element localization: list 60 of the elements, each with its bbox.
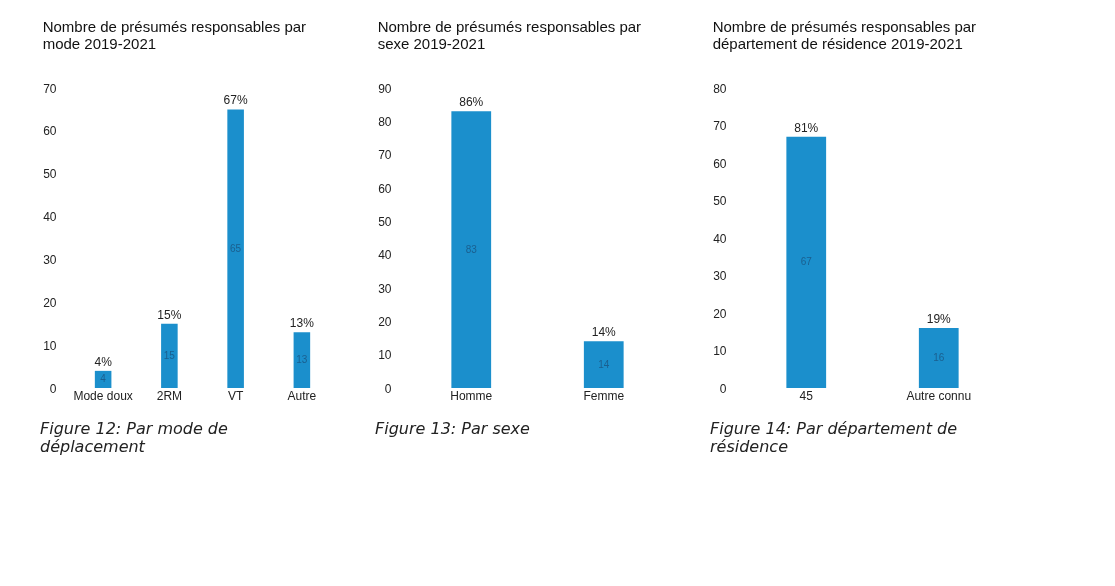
chart-title: Nombre de présumés responsables par mode 2019-2021 — [42, 18, 307, 52]
y-tick-label: 10 — [378, 348, 392, 363]
y-tick-label: 10 — [713, 344, 727, 358]
annotation: 81% — [794, 120, 819, 135]
x-tick-label: 45 — [799, 388, 814, 403]
x-tick-label: Mode doux — [73, 388, 133, 403]
annotation: 67% — [223, 93, 248, 108]
y-tick-label: 30 — [43, 252, 57, 267]
annotation: 86% — [459, 95, 484, 110]
bar — [161, 323, 178, 388]
caption: Figure 13: Par sexe — [375, 419, 531, 438]
x-tick-label: Autre — [287, 388, 317, 403]
x-tick-label: Femme — [583, 388, 625, 403]
x-tick-label: VT — [227, 388, 244, 403]
x-tick-label: Homme — [450, 388, 493, 403]
bar — [293, 332, 311, 388]
y-tick-label: 80 — [713, 81, 727, 96]
y-tick-label: 60 — [43, 124, 57, 139]
annotation: 13% — [289, 316, 315, 331]
caption: Figure 12: Par mode de déplacement — [40, 419, 229, 456]
bar — [227, 109, 244, 388]
data-label: 16 — [933, 352, 945, 363]
y-tick-label: 50 — [713, 194, 727, 208]
y-tick-label: 80 — [378, 114, 392, 129]
y-tick-label: 40 — [713, 231, 727, 246]
data-label: 83 — [465, 243, 478, 255]
chart-title: Nombre de présumés responsables par sexe 2019-2021 — [377, 18, 642, 52]
chart-title: Nombre de présumés responsables par département de résidence 2019-2021 — [712, 18, 977, 52]
y-tick-label: 0 — [49, 381, 57, 396]
data-label: 14 — [598, 358, 610, 370]
y-tick-label: 30 — [713, 269, 727, 283]
data-label: 15 — [163, 349, 176, 361]
y-tick-label: 50 — [43, 167, 57, 182]
y-tick-label: 60 — [713, 156, 727, 171]
y-tick-label: 10 — [43, 338, 57, 353]
y-tick-label: 40 — [43, 210, 57, 225]
y-tick-label: 0 — [719, 381, 727, 396]
y-tick-label: 70 — [43, 81, 57, 96]
annotation: 14% — [591, 325, 617, 340]
y-tick-label: 90 — [378, 81, 392, 96]
y-tick-label: 20 — [713, 306, 727, 321]
y-tick-label: 0 — [384, 381, 392, 396]
y-tick-label: 20 — [378, 314, 392, 329]
y-tick-label: 30 — [378, 281, 392, 296]
x-tick-label: Autre connu — [906, 388, 972, 403]
data-label: 65 — [230, 242, 242, 254]
x-tick-label: 2RM — [156, 388, 183, 403]
annotation: 4% — [94, 354, 113, 369]
y-tick-label: 70 — [713, 119, 727, 133]
data-label: 67 — [800, 256, 813, 268]
y-tick-label: 40 — [378, 248, 392, 263]
annotation: 19% — [926, 312, 952, 326]
caption: Figure 14: Par département de résidence — [710, 419, 958, 456]
annotation: 15% — [157, 307, 182, 322]
y-tick-label: 50 — [378, 214, 392, 229]
y-tick-label: 70 — [378, 148, 392, 163]
data-label: 4 — [100, 373, 107, 385]
y-tick-label: 60 — [378, 181, 392, 196]
y-tick-label: 20 — [43, 295, 57, 310]
data-label: 13 — [296, 354, 308, 366]
